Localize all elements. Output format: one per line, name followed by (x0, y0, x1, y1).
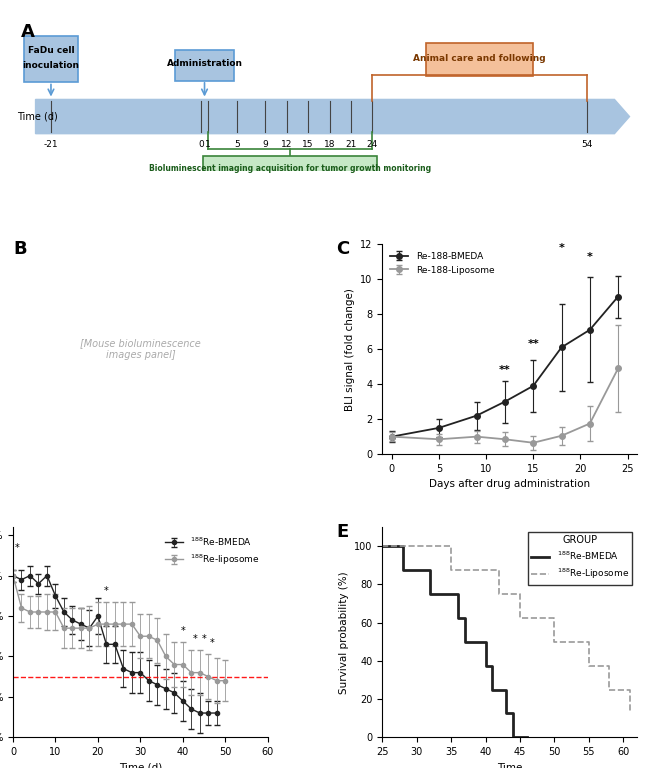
Text: *: * (193, 634, 198, 644)
$^{188}$Re-BMEDA (454, 589, 462, 598)
$^{188}$Re-BMEDA (461, 614, 469, 623)
Text: Administration: Administration (166, 59, 242, 68)
$^{188}$Re-Liposome (551, 637, 558, 647)
$^{188}$Re-Liposome (495, 565, 503, 574)
$^{188}$Re-BMEDA (482, 637, 489, 647)
FancyBboxPatch shape (426, 43, 533, 76)
Text: [Mouse bioluminescence
images panel]: [Mouse bioluminescence images panel] (80, 338, 201, 360)
$^{188}$Re-BMEDA (482, 661, 489, 670)
$^{188}$Re-BMEDA (399, 565, 407, 574)
$^{188}$Re-BMEDA (502, 685, 510, 694)
$^{188}$Re-Liposome (516, 589, 524, 598)
Text: *: * (202, 634, 207, 644)
Text: 9: 9 (263, 140, 268, 149)
Text: *: * (210, 638, 215, 648)
$^{188}$Re-Liposome (606, 685, 614, 694)
$^{188}$Re-Liposome (626, 685, 634, 694)
$^{188}$Re-Liposome (585, 661, 593, 670)
Text: E: E (337, 523, 348, 541)
Y-axis label: BLI signal (fold change): BLI signal (fold change) (344, 288, 355, 411)
Text: 1: 1 (205, 140, 211, 149)
FancyBboxPatch shape (203, 156, 378, 181)
$^{188}$Re-BMEDA (509, 709, 517, 718)
Text: B: B (13, 240, 27, 258)
Text: 21: 21 (345, 140, 357, 149)
$^{188}$Re-Liposome (585, 637, 593, 647)
FancyBboxPatch shape (176, 50, 234, 81)
Text: *: * (587, 251, 593, 262)
$^{188}$Re-BMEDA (454, 614, 462, 623)
Text: Bioluminescent imaging acquisition for tumor growth monitoring: Bioluminescent imaging acquisition for t… (149, 164, 432, 174)
Text: Animal care and following: Animal care and following (413, 55, 546, 64)
Line: $^{188}$Re-BMEDA: $^{188}$Re-BMEDA (382, 546, 527, 737)
$^{188}$Re-BMEDA (426, 589, 434, 598)
$^{188}$Re-BMEDA (426, 565, 434, 574)
$^{188}$Re-Liposome (606, 661, 614, 670)
Text: C: C (337, 240, 350, 258)
$^{188}$Re-BMEDA (523, 733, 531, 742)
Y-axis label: Survival probability (%): Survival probability (%) (339, 571, 348, 694)
Text: 18: 18 (324, 140, 335, 149)
$^{188}$Re-Liposome (447, 565, 455, 574)
Text: 0: 0 (198, 140, 204, 149)
FancyBboxPatch shape (24, 35, 78, 82)
$^{188}$Re-Liposome (551, 614, 558, 623)
X-axis label: Days after drug administration: Days after drug administration (429, 479, 590, 489)
Text: **: ** (527, 339, 539, 349)
$^{188}$Re-BMEDA (489, 685, 497, 694)
Text: FaDu cell: FaDu cell (28, 46, 74, 55)
X-axis label: Time: Time (497, 763, 523, 768)
Text: -21: -21 (44, 140, 58, 149)
Text: 5: 5 (234, 140, 240, 149)
Text: Time (d): Time (d) (17, 111, 57, 121)
Line: $^{188}$Re-Liposome: $^{188}$Re-Liposome (382, 546, 630, 713)
$^{188}$Re-Liposome (626, 709, 634, 718)
Text: *: * (15, 544, 20, 554)
Text: 15: 15 (302, 140, 314, 149)
Text: inoculation: inoculation (23, 61, 79, 71)
Text: *: * (558, 243, 564, 253)
$^{188}$Re-Liposome (516, 614, 524, 623)
X-axis label: Time (d): Time (d) (119, 763, 162, 768)
Text: **: ** (499, 366, 511, 376)
$^{188}$Re-BMEDA (399, 541, 407, 551)
$^{188}$Re-BMEDA (523, 733, 531, 742)
$^{188}$Re-Liposome (447, 541, 455, 551)
Text: *: * (181, 626, 185, 636)
$^{188}$Re-Liposome (378, 541, 386, 551)
Legend: $^{188}$Re-BMEDA, $^{188}$Re-liposome: $^{188}$Re-BMEDA, $^{188}$Re-liposome (161, 531, 263, 570)
$^{188}$Re-BMEDA (509, 733, 517, 742)
$^{188}$Re-BMEDA (461, 637, 469, 647)
Text: 54: 54 (581, 140, 592, 149)
Legend: Re-188-BMEDA, Re-188-Liposome: Re-188-BMEDA, Re-188-Liposome (387, 249, 498, 278)
Text: A: A (21, 23, 34, 41)
$^{188}$Re-Liposome (495, 589, 503, 598)
Text: *: * (104, 586, 109, 596)
$^{188}$Re-BMEDA (489, 661, 497, 670)
Legend: $^{188}$Re-BMEDA, $^{188}$Re-Liposome: $^{188}$Re-BMEDA, $^{188}$Re-Liposome (528, 531, 632, 584)
Text: 24: 24 (367, 140, 378, 149)
$^{188}$Re-BMEDA (502, 709, 510, 718)
$^{188}$Re-BMEDA (378, 541, 386, 551)
FancyArrow shape (36, 99, 629, 134)
Text: 12: 12 (281, 140, 292, 149)
